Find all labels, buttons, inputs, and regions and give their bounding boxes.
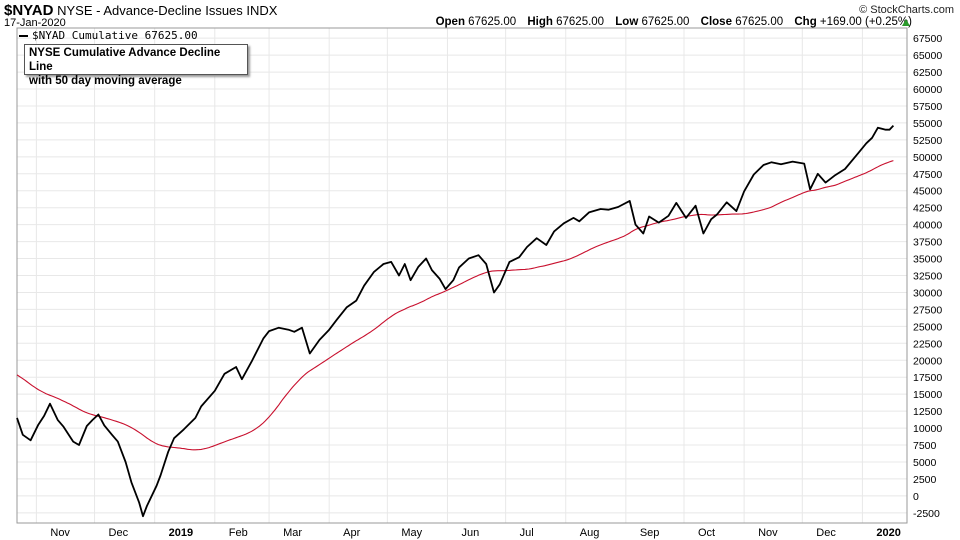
x-tick-label: Jun [461, 527, 479, 539]
x-tick-label: Aug [580, 527, 600, 539]
stockcharts-credit[interactable]: © StockCharts.com [859, 4, 954, 16]
x-tick-label: Mar [283, 527, 302, 539]
chart-title: $NYAD NYSE - Advance-Decline Issues INDX [4, 2, 277, 19]
y-tick-label: 17500 [913, 372, 942, 384]
moving-average-line [16, 160, 894, 451]
legend-swatch [19, 35, 28, 37]
y-tick-label: 22500 [913, 338, 942, 350]
y-tick-label: 40000 [913, 220, 942, 232]
y-tick-label: 27500 [913, 304, 942, 316]
y-tick-label: 0 [913, 491, 919, 503]
y-tick-label: 42500 [913, 203, 942, 215]
y-tick-label: 62500 [913, 67, 942, 79]
y-tick-label: 67500 [913, 33, 942, 45]
y-tick-label: -2500 [913, 508, 940, 520]
y-tick-label: 52500 [913, 135, 942, 147]
y-tick-label: 65000 [913, 50, 942, 62]
x-tick-label: Nov [758, 527, 778, 539]
chart-annotation: NYSE Cumulative Advance Decline Line wit… [24, 44, 248, 87]
x-tick-label: May [401, 527, 422, 539]
x-tick-label: Sep [640, 527, 660, 539]
y-tick-label: 30000 [913, 287, 942, 299]
x-tick-label: Apr [343, 527, 360, 539]
low-label: Low [615, 16, 639, 28]
open-label: Open [435, 16, 465, 28]
instrument-name: NYSE - Advance-Decline Issues [57, 3, 243, 18]
y-tick-label: 2500 [913, 474, 937, 486]
x-tick-label: Feb [229, 527, 248, 539]
low-value: 67625.00 [641, 16, 690, 28]
high-label: High [527, 16, 553, 28]
y-tick-label: 35000 [913, 254, 942, 266]
annotation-line-1: NYSE Cumulative Advance Decline Line [29, 47, 221, 73]
y-tick-label: 5000 [913, 457, 937, 469]
symbol: $NYAD [4, 2, 54, 19]
exchange: INDX [246, 3, 278, 18]
legend-label: $NYAD Cumulative 67625.00 [32, 29, 198, 42]
series-legend: $NYAD Cumulative 67625.00 [19, 29, 198, 42]
y-tick-label: 50000 [913, 152, 942, 164]
y-tick-label: 37500 [913, 237, 942, 249]
open-value: 67625.00 [468, 16, 517, 28]
y-tick-label: 7500 [913, 440, 937, 452]
y-tick-label: 12500 [913, 406, 942, 418]
annotation-line-2: with 50 day moving average [29, 75, 182, 87]
cumulative-ad-line [16, 124, 895, 518]
ohlc-readout: Open 67625.00 High 67625.00 Low 67625.00… [436, 16, 912, 28]
x-tick-label: 2019 [169, 527, 193, 539]
y-axis: -2500 0 2500 5000 7500 10000 12500 15000 17500 20… [913, 33, 942, 520]
high-value: 67625.00 [556, 16, 605, 28]
y-tick-label: 15000 [913, 389, 942, 401]
y-tick-label: 60000 [913, 84, 942, 96]
x-tick-label: Jul [520, 527, 534, 539]
x-tick-label: Oct [698, 527, 715, 539]
y-tick-label: 57500 [913, 101, 942, 113]
y-tick-label: 47500 [913, 169, 942, 181]
chg-label: Chg [794, 16, 817, 28]
close-value: 67625.00 [735, 16, 784, 28]
chart-grid [17, 28, 907, 523]
y-tick-label: 32500 [913, 271, 942, 283]
chg-value: +169.00 (+0.25%) [819, 16, 912, 28]
chart-date: 17-Jan-2020 [4, 17, 66, 29]
y-tick-label: 55000 [913, 118, 942, 130]
up-arrow-icon [902, 19, 910, 26]
y-tick-label: 20000 [913, 355, 942, 367]
x-tick-label: Dec [109, 527, 129, 539]
y-tick-label: 45000 [913, 186, 942, 198]
x-tick-label: Nov [50, 527, 70, 539]
plot-frame [16, 27, 908, 524]
y-tick-label: 10000 [913, 423, 942, 435]
close-label: Close [700, 16, 732, 28]
y-tick-label: 25000 [913, 321, 942, 333]
x-tick-label: 2020 [876, 527, 900, 539]
x-axis: Nov Dec 2019 Feb Mar Apr May Jun Jul Aug Sep Oct Nov… [50, 527, 900, 539]
x-tick-label: Dec [816, 527, 836, 539]
